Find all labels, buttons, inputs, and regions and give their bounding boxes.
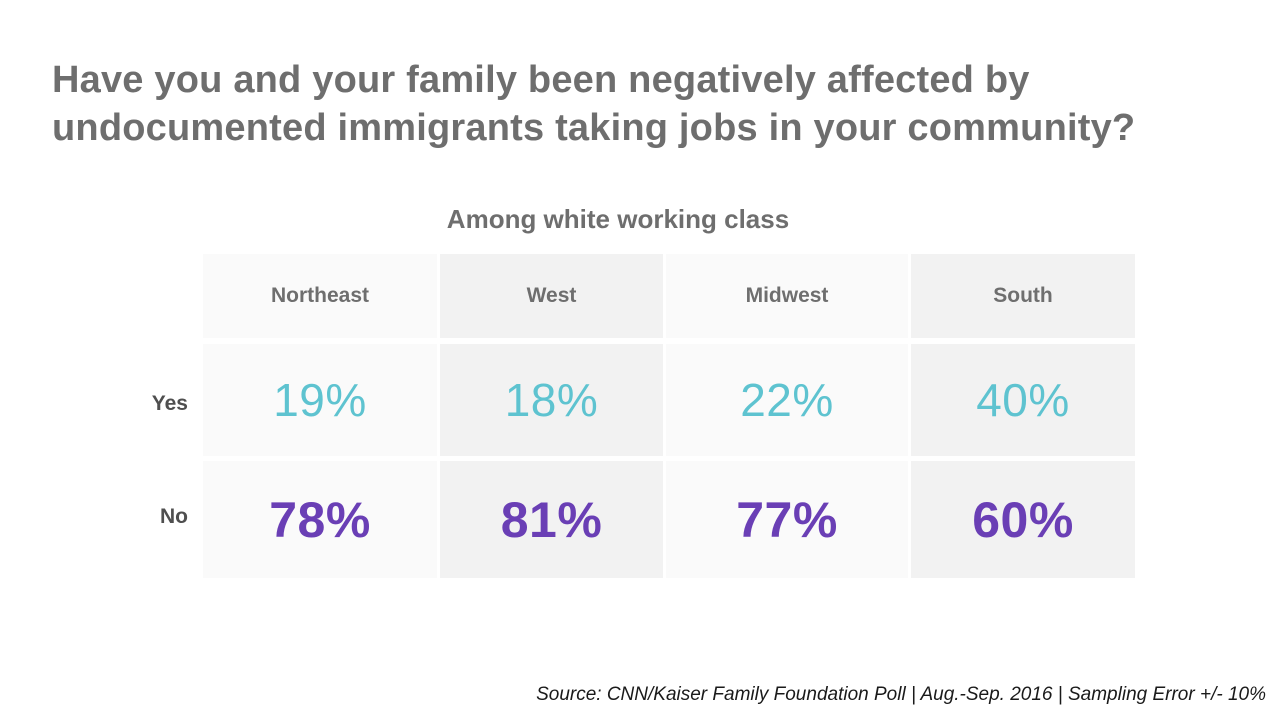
source-note: Source: CNN/Kaiser Family Foundation Pol… xyxy=(536,684,1266,705)
row-label-no: No xyxy=(160,505,188,528)
column-header-northeast: Northeast xyxy=(203,254,437,338)
yes-value-west: 18% xyxy=(440,344,663,456)
no-value-south: 60% xyxy=(911,461,1135,578)
column-header-midwest: Midwest xyxy=(666,254,908,338)
yes-value-south: 40% xyxy=(911,344,1135,456)
no-value-west: 81% xyxy=(440,461,663,578)
chart-title: Have you and your family been negatively… xyxy=(52,59,1136,149)
column-header-south: South xyxy=(911,254,1135,338)
yes-value-northeast: 19% xyxy=(203,344,437,456)
no-value-midwest: 77% xyxy=(666,461,908,578)
column-header-west: West xyxy=(440,254,663,338)
row-label-yes: Yes xyxy=(151,392,188,415)
yes-value-midwest: 22% xyxy=(666,344,908,456)
chart-subtitle: Among white working class xyxy=(446,204,790,234)
no-value-northeast: 78% xyxy=(203,461,437,578)
